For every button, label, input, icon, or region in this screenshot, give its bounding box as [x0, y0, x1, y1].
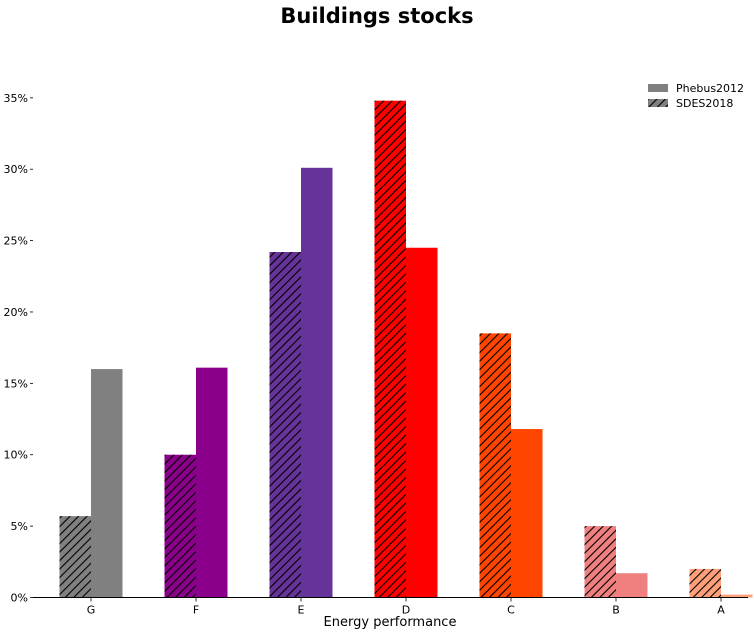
- bars-layer: [59, 100, 753, 598]
- bar-hatch-sdes2018-a: [689, 568, 721, 598]
- chart-title: Buildings stocks: [280, 4, 474, 28]
- y-tick-label: 25%: [4, 235, 28, 248]
- x-tick-label-g: G: [87, 604, 96, 617]
- y-tick-label: 35%: [4, 92, 28, 105]
- bar-hatch-sdes2018-c: [479, 333, 511, 598]
- bar-hatch-sdes2018-e: [269, 252, 301, 598]
- bar-hatch-sdes2018-g: [59, 516, 91, 598]
- bar-phebus2012-e: [301, 167, 333, 598]
- x-tick-label-a: A: [717, 604, 725, 617]
- axes-layer: G F E D C B A 0% 5% 10% 15% 20% 25% 30% 35% Energy perf…: [4, 92, 748, 630]
- bar-phebus2012-d: [406, 247, 438, 598]
- bar-phebus2012-g: [91, 369, 123, 598]
- bar-phebus2012-c: [511, 429, 543, 598]
- bar-hatch-sdes2018-d: [374, 100, 406, 598]
- y-tick-label: 10%: [4, 449, 28, 462]
- legend-label-phebus2012: Phebus2012: [676, 82, 744, 95]
- bar-phebus2012-f: [196, 367, 228, 598]
- bar-hatch-sdes2018-b: [584, 526, 616, 598]
- x-axis-label: Energy performance: [324, 615, 457, 630]
- legend: Phebus2012 SDES2018: [648, 82, 744, 110]
- y-tick-label: 30%: [4, 163, 28, 176]
- x-tick-label-f: F: [193, 604, 199, 617]
- bar-hatch-sdes2018-f: [164, 454, 196, 598]
- x-tick-label-b: B: [612, 604, 620, 617]
- x-tick-label-c: C: [507, 604, 515, 617]
- bar-phebus2012-a: [721, 594, 753, 598]
- y-tick-label: 20%: [4, 306, 28, 319]
- x-tick-label-d: D: [402, 604, 410, 617]
- y-tick-label: 5%: [11, 520, 28, 533]
- legend-swatch-hatch: [648, 99, 668, 107]
- bar-phebus2012-b: [616, 573, 648, 598]
- legend-swatch-phebus2012: [648, 84, 668, 92]
- y-tick-label: 15%: [4, 377, 28, 390]
- x-tick-label-e: E: [298, 604, 305, 617]
- legend-label-sdes2018: SDES2018: [676, 97, 733, 110]
- y-tick-label: 0%: [11, 592, 28, 605]
